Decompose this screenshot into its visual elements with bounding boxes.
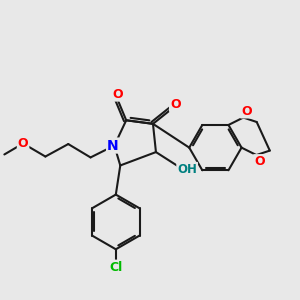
Text: O: O xyxy=(112,88,123,100)
Text: N: N xyxy=(107,139,119,152)
Text: O: O xyxy=(18,137,28,150)
Text: O: O xyxy=(170,98,181,111)
Text: O: O xyxy=(241,104,252,118)
Text: O: O xyxy=(254,155,265,168)
Text: OH: OH xyxy=(177,163,197,176)
Text: Cl: Cl xyxy=(109,261,122,274)
